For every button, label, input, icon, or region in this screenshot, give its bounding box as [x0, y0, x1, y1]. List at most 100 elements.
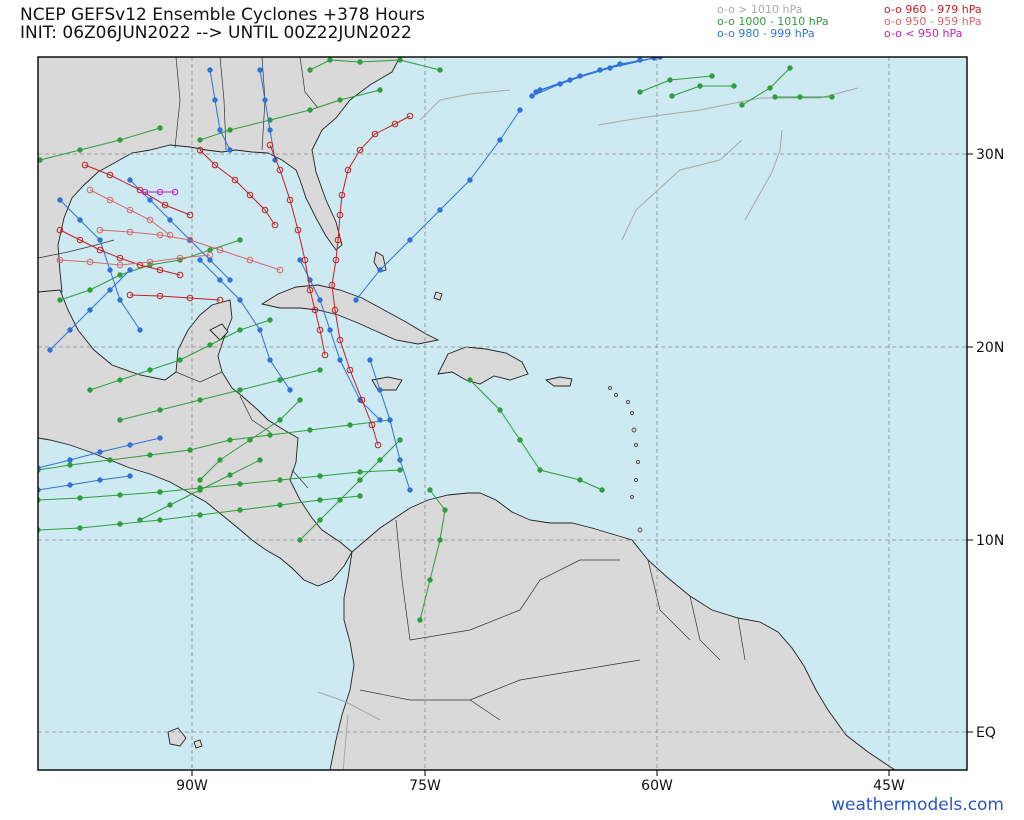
legend-marker: o-o — [884, 27, 902, 40]
cyclone-track — [419, 89, 511, 121]
cyclone-track-marker — [47, 347, 53, 353]
cyclone-track-marker — [177, 357, 183, 363]
cyclone-track-marker — [237, 387, 243, 393]
cyclone-track-marker — [157, 125, 163, 131]
cyclone-track-marker — [437, 67, 443, 73]
cyclone-track-marker — [357, 493, 363, 499]
cyclone-track-marker — [107, 457, 113, 463]
cyclone-track-marker — [267, 317, 273, 323]
cyclone-track-marker — [156, 292, 164, 300]
cyclone-track-marker — [334, 236, 342, 244]
cyclone-track-marker — [212, 97, 218, 103]
cyclone-track-marker — [146, 216, 154, 224]
island-hispaniola — [437, 346, 529, 385]
cyclone-track-marker — [277, 377, 283, 383]
cyclone-track — [535, 57, 655, 93]
cyclone-track-marker — [86, 186, 94, 194]
credit-label: weathermodels.com — [831, 795, 1004, 815]
island-galapagos — [167, 727, 187, 747]
cyclone-track-marker — [374, 441, 382, 449]
cyclone-track-marker — [127, 267, 133, 273]
cyclone-track-marker — [207, 257, 213, 263]
cyclone-track-marker — [277, 502, 283, 508]
cyclone-track-marker — [387, 417, 393, 423]
cyclone-track-marker — [161, 201, 169, 209]
cyclone-track-marker — [197, 512, 203, 518]
cyclone-track — [119, 369, 321, 421]
cyclone-track — [331, 115, 411, 446]
cyclone-track — [539, 57, 661, 91]
lon-label-90w: 90W — [176, 778, 208, 794]
cyclone-track-marker — [117, 137, 123, 143]
cyclone-track-marker — [377, 387, 383, 393]
legend-label: 950 - 959 hPa — [905, 15, 982, 28]
cyclone-track-marker — [237, 327, 243, 333]
cyclone-track-marker — [267, 127, 273, 133]
island-galapagos-small — [193, 739, 203, 749]
lat-label-eq: EQ — [976, 725, 996, 741]
cyclone-track-marker — [127, 177, 133, 183]
cyclone-track-marker — [147, 367, 153, 373]
legend-label: < 950 hPa — [905, 27, 963, 40]
cyclone-tracks — [38, 57, 859, 770]
cyclone-track-marker — [297, 537, 303, 543]
cyclone-track-marker — [276, 266, 284, 274]
legend-label: 980 - 999 hPa — [738, 27, 815, 40]
cyclone-track-marker — [637, 89, 643, 95]
cyclone-track-marker — [377, 267, 383, 273]
cyclone-track-marker — [86, 258, 94, 266]
cyclone-track-marker — [317, 497, 323, 503]
cyclone-track-marker — [599, 487, 605, 493]
cyclone-track-marker — [271, 221, 279, 229]
cyclone-track-marker — [137, 327, 143, 333]
map-frame — [37, 56, 968, 771]
cyclone-track-marker — [297, 397, 303, 403]
cyclone-track-marker — [117, 521, 123, 527]
cyclone-track-marker — [147, 197, 153, 203]
cyclone-track-marker — [317, 297, 323, 303]
cyclone-track-marker — [261, 206, 269, 214]
cyclone-track-marker — [331, 306, 339, 314]
cyclone-track-marker — [397, 457, 403, 463]
cyclone-track-marker — [406, 112, 414, 120]
cyclone-track-marker — [277, 477, 283, 483]
cyclone-track-marker — [317, 517, 323, 523]
cyclone-track — [39, 127, 161, 161]
cyclone-track-marker — [97, 237, 103, 243]
cyclone-track-marker — [336, 211, 344, 219]
legend-item-1000-1010: o-o 1000 - 1010 hPa — [717, 16, 829, 27]
cyclone-track-marker — [216, 296, 224, 304]
cyclone-track — [299, 439, 401, 541]
cyclone-track-marker — [437, 207, 443, 213]
cyclone-track — [38, 475, 131, 491]
legend-item-950-959: o-o 950 - 959 hPa — [884, 16, 982, 27]
cyclone-track — [38, 469, 401, 501]
cyclone-track-marker — [397, 57, 403, 63]
cyclone-track-marker — [96, 246, 104, 254]
cyclone-track-marker — [246, 256, 254, 264]
cyclone-track-marker — [417, 617, 423, 623]
cyclone-track-marker — [136, 261, 144, 269]
legend-marker: o-o — [884, 3, 902, 16]
cyclone-track-marker — [337, 97, 343, 103]
cyclone-track-marker — [237, 481, 243, 487]
cyclone-track-marker — [117, 417, 123, 423]
cyclone-track-marker — [237, 237, 243, 243]
cyclone-track — [199, 89, 381, 141]
chart-subtitle: INIT: 06Z06JUN2022 --> UNTIL 00Z22JUN202… — [20, 23, 412, 43]
cyclone-track-marker — [107, 267, 113, 273]
cyclone-track-marker — [266, 141, 274, 149]
cyclone-track-marker — [294, 226, 302, 234]
cyclone-track-marker — [67, 327, 73, 333]
cyclone-track-marker — [537, 467, 543, 473]
cyclone-track-marker — [126, 291, 134, 299]
cyclone-track-marker — [337, 497, 343, 503]
cyclone-track-marker — [467, 377, 473, 383]
legend-label: > 1010 hPa — [738, 3, 803, 16]
cyclone-track-marker — [537, 87, 543, 93]
cyclone-track-marker — [344, 166, 352, 174]
cyclone-track-marker — [346, 366, 354, 374]
cyclone-track-marker — [307, 427, 313, 433]
cyclone-track-marker — [267, 357, 273, 363]
cyclone-track-marker — [207, 247, 213, 253]
